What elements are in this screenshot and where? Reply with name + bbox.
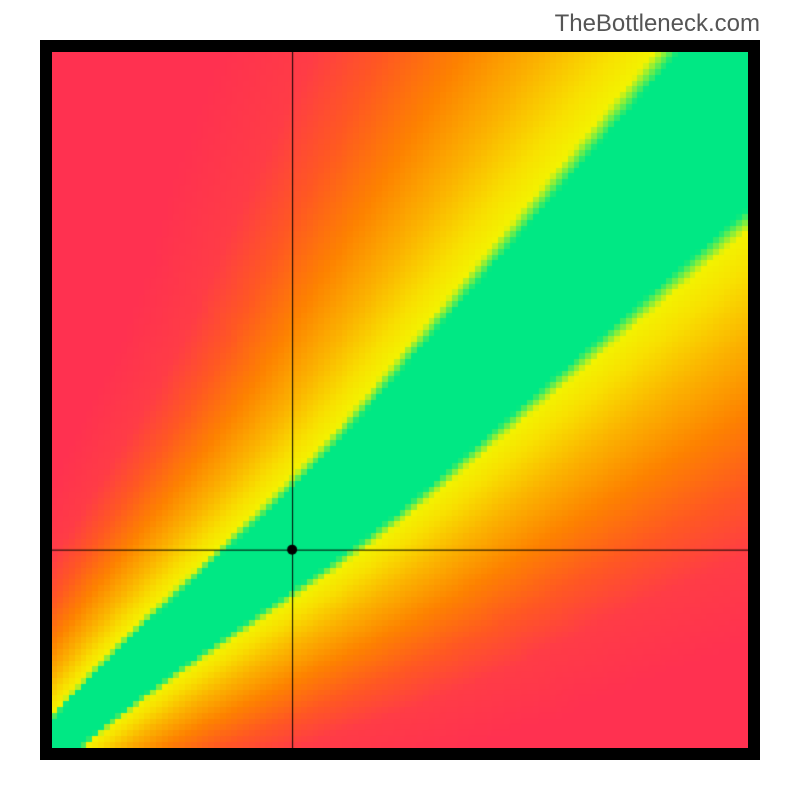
crosshair-overlay <box>52 52 748 748</box>
chart-container: TheBottleneck.com <box>0 0 800 800</box>
watermark-text: TheBottleneck.com <box>555 10 760 38</box>
